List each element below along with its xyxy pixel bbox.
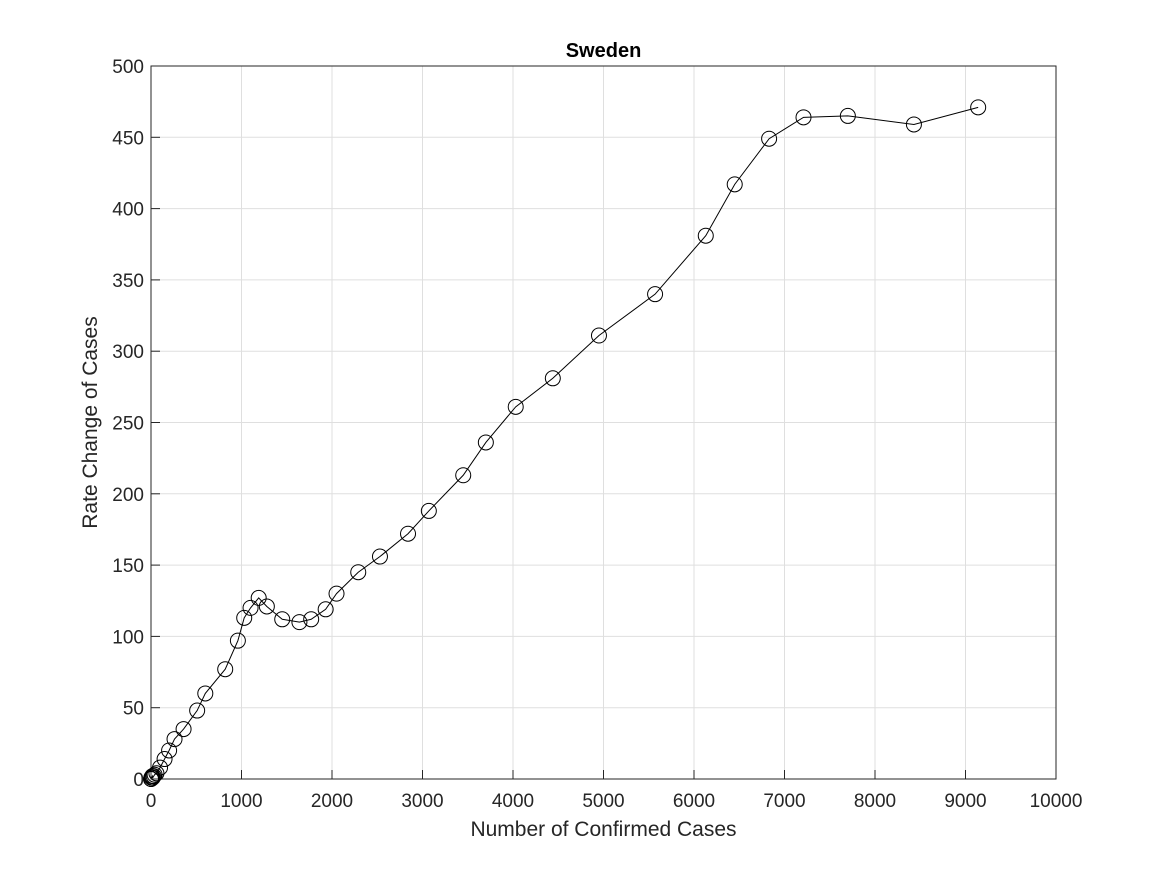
x-tick-label: 7000 [763, 791, 805, 812]
data-point [795, 109, 812, 126]
data-point [970, 99, 987, 116]
series [143, 99, 987, 787]
x-tick-label: 1000 [220, 791, 262, 812]
chart-title: Sweden [566, 40, 642, 62]
data-point [371, 548, 388, 565]
data-point [328, 585, 345, 602]
x-tick-label: 0 [146, 791, 157, 812]
data-point [291, 614, 308, 631]
data-point [317, 601, 334, 618]
data-point [229, 632, 246, 649]
y-tick-label: 500 [112, 57, 144, 78]
x-tick-label: 4000 [492, 791, 534, 812]
data-point [250, 589, 267, 606]
data-point [697, 227, 714, 244]
y-tick-label: 400 [112, 200, 144, 221]
data-point [242, 599, 259, 616]
data-point [148, 765, 165, 782]
series-line [150, 106, 979, 780]
data-point [726, 176, 743, 193]
x-tick-label: 9000 [944, 791, 986, 812]
data-point [477, 434, 494, 451]
y-tick-label: 0 [133, 770, 144, 791]
y-tick-label: 250 [112, 414, 144, 435]
data-point [145, 768, 162, 785]
data-point [189, 702, 206, 719]
data-point [420, 502, 437, 519]
data-point [156, 751, 173, 768]
data-point [590, 327, 607, 344]
data-point [350, 564, 367, 581]
y-tick-label: 450 [112, 128, 144, 149]
data-point [166, 731, 183, 748]
x-tick-label: 5000 [582, 791, 624, 812]
data-point [647, 286, 664, 303]
data-point [507, 398, 524, 415]
data-point [455, 467, 472, 484]
x-tick-label: 10000 [1030, 791, 1083, 812]
data-point [258, 598, 275, 615]
data-point [905, 116, 922, 133]
x-tick-label: 6000 [673, 791, 715, 812]
y-tick-label: 150 [112, 556, 144, 577]
data-point [152, 759, 169, 776]
y-axis-label: Rate Change of Cases [79, 316, 102, 528]
data-point [217, 661, 234, 678]
data-point [236, 609, 253, 626]
x-tick-label: 2000 [311, 791, 353, 812]
y-tick-label: 350 [112, 271, 144, 292]
data-point [761, 130, 778, 147]
data-point [175, 721, 192, 738]
data-point [400, 525, 417, 542]
x-tick-label: 3000 [401, 791, 443, 812]
data-point [274, 611, 291, 628]
ticks: 0 1000 2000 3000 4000 5000 6000 7000 8000 9000 100… [112, 57, 1082, 812]
x-axis-label: Number of Confirmed Cases [470, 818, 736, 841]
data-point [839, 107, 856, 124]
x-tick-label: 8000 [854, 791, 896, 812]
data-point [161, 742, 178, 759]
y-tick-label: 200 [112, 485, 144, 506]
y-tick-label: 300 [112, 342, 144, 363]
data-point [197, 685, 214, 702]
y-tick-label: 50 [123, 699, 144, 720]
y-tick-label: 100 [112, 627, 144, 648]
data-point [544, 370, 561, 387]
data-point [303, 611, 320, 628]
